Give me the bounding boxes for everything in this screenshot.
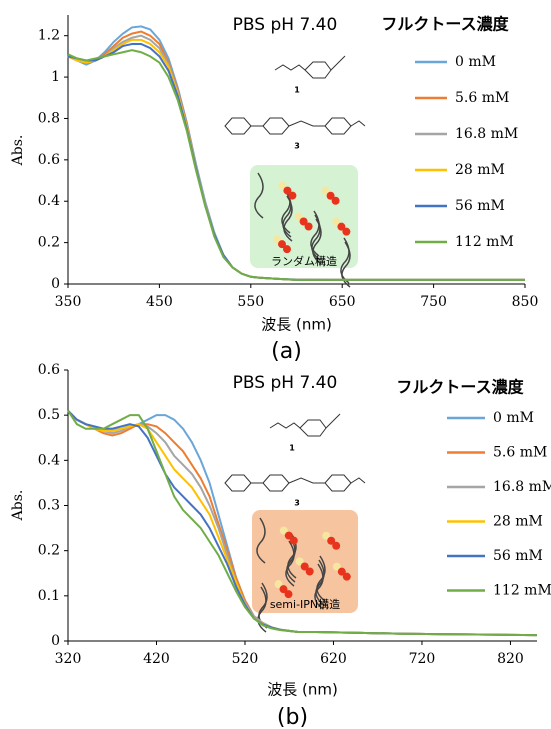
x-tick-label: 420 [143,651,170,667]
inset-label: ランダム構造 [271,254,337,268]
y-tick-label: 0.3 [38,498,60,514]
y-tick-label: 0.2 [38,235,60,251]
y-axis-label: Abs. [10,135,26,167]
compound-number: 3 [294,499,300,508]
ring [305,62,331,78]
compound-structure [270,414,340,436]
x-tick-label: 350 [55,294,82,310]
ring [225,118,251,134]
compound-number: 1 [294,86,300,95]
x-tick-label: 650 [329,294,356,310]
x-tick-label: 320 [55,651,82,667]
x-tick-label: 850 [512,294,539,310]
ring [263,475,289,491]
y-tick-label: 0.1 [38,588,60,604]
bond [326,414,340,428]
legend-label: 56 mM [455,198,505,214]
chromophore [342,228,350,236]
panel-caption: (b) [277,705,308,729]
legend-label: 16.8 mM [455,126,518,142]
bond [289,478,325,483]
bond [351,121,365,126]
y-tick-label: 0.4 [38,193,60,209]
compound-number: 1 [289,444,295,453]
y-tick-label: 0 [51,276,60,292]
chromophore [283,245,291,253]
compound-structure [225,475,365,491]
legend-label: 0 mM [493,410,534,426]
chromophore [285,590,293,598]
legend-label: 28 mM [493,514,543,530]
x-tick-label: 750 [420,294,447,310]
bond [275,65,305,70]
ring [300,420,326,436]
x-tick-label: 550 [237,294,264,310]
bond [289,121,325,126]
compound-number: 3 [294,142,300,151]
inset-box [250,165,358,268]
ring [325,475,351,491]
y-tick-label: 0.8 [38,110,60,126]
inset-label: semi-IPN構造 [270,597,340,611]
x-tick-label: 720 [409,651,436,667]
legend-title: フルクトース濃度 [381,15,509,34]
legend-label: 0 mM [455,54,496,70]
x-tick-label: 820 [497,651,524,667]
y-tick-label: 0.4 [38,452,60,468]
x-axis-label: 波長 (nm) [261,316,332,334]
chromophore [288,192,296,200]
y-tick-label: 0 [51,633,60,649]
bond [351,478,365,483]
ring [325,118,351,134]
x-tick-label: 620 [320,651,347,667]
x-tick-label: 520 [232,651,259,667]
chromophore [332,197,340,205]
y-tick-label: 0.6 [38,362,60,378]
legend-title: フルクトース濃度 [396,378,524,397]
legend-label: 5.6 mM [493,445,547,461]
chromophore [305,223,313,231]
bond [331,56,345,70]
legend-label: 56 mM [493,548,543,564]
chromophore [290,537,298,545]
bond [270,423,300,428]
x-axis-label: 波長 (nm) [267,681,338,699]
y-tick-label: 0.2 [38,543,60,559]
chart-title: PBS pH 7.40 [233,15,338,35]
panel-caption: (a) [271,339,302,364]
chromophore [332,542,340,550]
compound-structure [225,118,365,134]
y-tick-label: 0.5 [38,407,60,423]
ring [263,118,289,134]
y-tick-label: 0.6 [38,152,60,168]
legend-label: 16.8 mM [493,479,551,495]
legend-label: 28 mM [455,162,505,178]
y-tick-label: 1 [51,69,60,85]
chromophore [343,573,351,581]
legend-label: 5.6 mM [455,90,509,106]
chromophore [306,568,314,576]
compound-structure [275,56,345,78]
chart-title: PBS pH 7.40 [233,373,338,393]
figure: 0 0.2 0.4 0.6 0.8 1 1.2 350 450 550 650 750 850 Abs. 波… [0,0,551,729]
y-axis-label: Abs. [10,490,26,522]
legend-label: 112 mM [455,234,514,250]
legend-label: 112 mM [493,583,551,599]
x-tick-label: 450 [146,294,173,310]
ring [225,475,251,491]
y-tick-label: 1.2 [38,28,60,44]
